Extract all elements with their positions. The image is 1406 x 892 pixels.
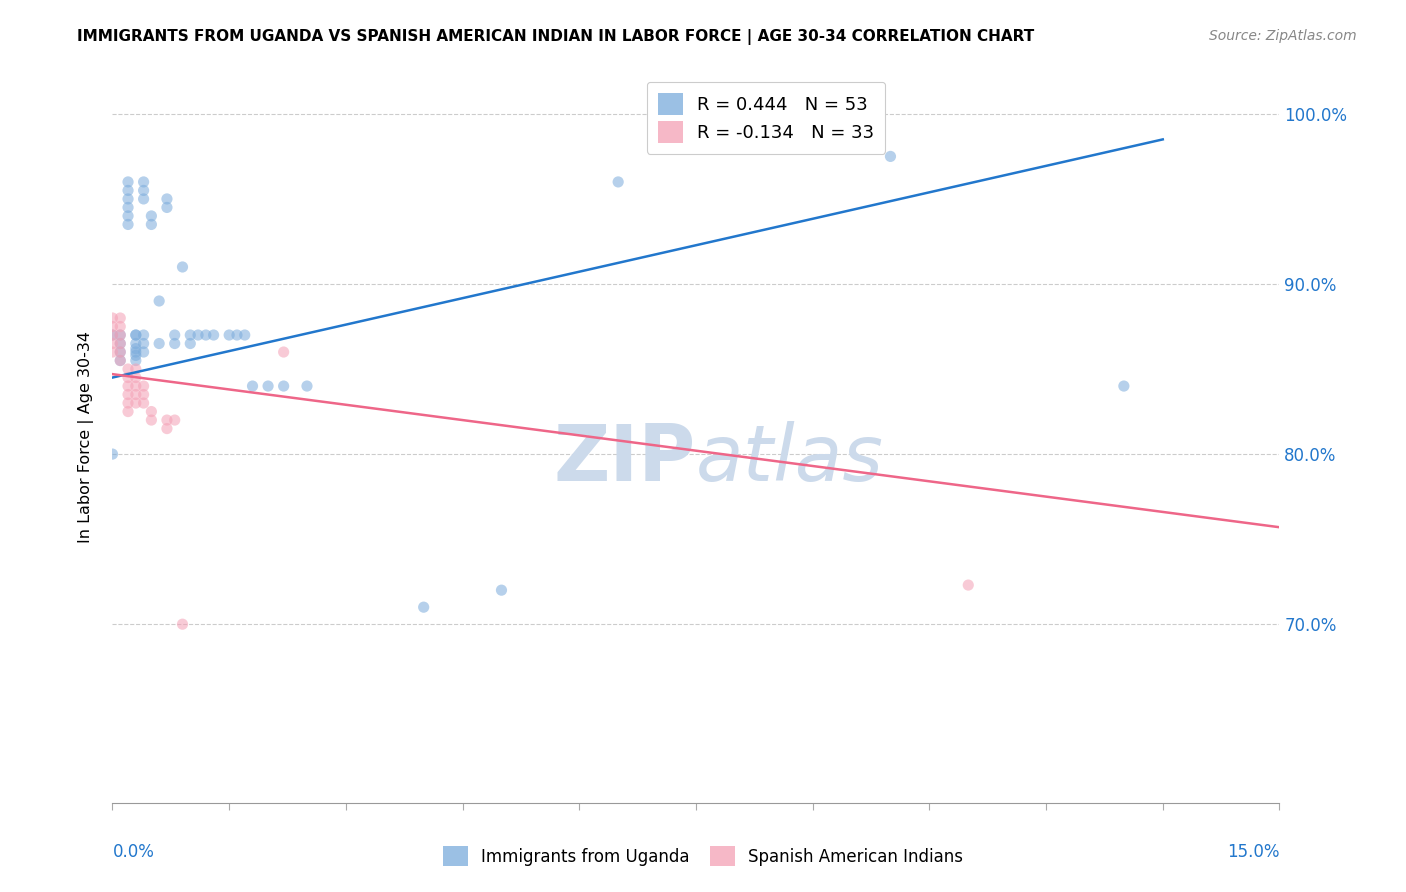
Point <box>101 447 124 461</box>
Point <box>110 353 132 368</box>
Point <box>491 583 513 598</box>
Point <box>117 192 139 206</box>
Point <box>148 293 170 308</box>
Point <box>141 209 163 223</box>
Point <box>879 149 901 163</box>
Point <box>117 183 139 197</box>
Legend: Immigrants from Uganda, Spanish American Indians: Immigrants from Uganda, Spanish American… <box>436 839 970 873</box>
Point <box>110 328 132 343</box>
Point <box>156 192 179 206</box>
Point <box>101 336 124 351</box>
Point <box>110 311 132 326</box>
Point <box>163 413 186 427</box>
Point <box>117 387 139 401</box>
Point <box>125 336 148 351</box>
Point <box>141 404 163 418</box>
Point <box>125 342 148 356</box>
Point <box>257 379 280 393</box>
Point <box>110 345 132 359</box>
Point <box>125 345 148 359</box>
Point <box>1112 379 1135 393</box>
Point <box>141 413 163 427</box>
Point <box>125 328 148 343</box>
Point <box>132 379 155 393</box>
Point <box>218 328 240 343</box>
Point <box>110 328 132 343</box>
Point <box>148 336 170 351</box>
Point <box>125 396 148 410</box>
Point <box>101 311 124 326</box>
Point <box>125 348 148 362</box>
Point <box>110 319 132 334</box>
Point <box>295 379 318 393</box>
Point <box>132 345 155 359</box>
Text: Source: ZipAtlas.com: Source: ZipAtlas.com <box>1209 29 1357 43</box>
Point <box>117 175 139 189</box>
Point <box>101 328 124 343</box>
Point <box>226 328 249 343</box>
Point <box>194 328 217 343</box>
Point <box>132 396 155 410</box>
Point <box>110 336 132 351</box>
Point <box>273 379 295 393</box>
Point <box>412 600 434 615</box>
Point <box>141 218 163 232</box>
Point <box>117 201 139 215</box>
Text: IMMIGRANTS FROM UGANDA VS SPANISH AMERICAN INDIAN IN LABOR FORCE | AGE 30-34 COR: IMMIGRANTS FROM UGANDA VS SPANISH AMERIC… <box>77 29 1035 45</box>
Point <box>607 175 630 189</box>
Y-axis label: In Labor Force | Age 30-34: In Labor Force | Age 30-34 <box>77 331 94 543</box>
Point <box>801 107 824 121</box>
Legend: R = 0.444   N = 53, R = -0.134   N = 33: R = 0.444 N = 53, R = -0.134 N = 33 <box>647 82 886 154</box>
Point <box>101 328 124 343</box>
Point <box>125 328 148 343</box>
Point <box>202 328 225 343</box>
Point <box>242 379 264 393</box>
Point <box>125 379 148 393</box>
Point <box>172 260 194 274</box>
Text: ZIP: ZIP <box>554 421 696 497</box>
Text: atlas: atlas <box>696 421 884 497</box>
Point <box>163 328 186 343</box>
Point <box>132 183 155 197</box>
Point <box>101 345 124 359</box>
Point <box>117 396 139 410</box>
Point <box>125 362 148 376</box>
Point <box>132 336 155 351</box>
Point <box>163 336 186 351</box>
Text: 15.0%: 15.0% <box>1227 843 1279 861</box>
Point <box>125 353 148 368</box>
Point <box>101 319 124 334</box>
Point <box>156 413 179 427</box>
Point <box>117 370 139 384</box>
Point <box>110 353 132 368</box>
Point <box>645 141 668 155</box>
Point <box>117 362 139 376</box>
Point <box>132 387 155 401</box>
Point <box>957 578 980 592</box>
Text: 0.0%: 0.0% <box>112 843 155 861</box>
Point <box>172 617 194 632</box>
Point <box>132 328 155 343</box>
Point <box>156 201 179 215</box>
Point <box>132 175 155 189</box>
Point <box>179 336 201 351</box>
Point <box>117 404 139 418</box>
Point <box>110 336 132 351</box>
Point <box>117 209 139 223</box>
Point <box>132 192 155 206</box>
Point <box>156 421 179 435</box>
Point <box>125 387 148 401</box>
Point <box>117 379 139 393</box>
Point <box>187 328 209 343</box>
Point <box>273 345 295 359</box>
Point <box>179 328 201 343</box>
Point <box>233 328 256 343</box>
Point <box>117 218 139 232</box>
Point <box>125 370 148 384</box>
Point <box>110 345 132 359</box>
